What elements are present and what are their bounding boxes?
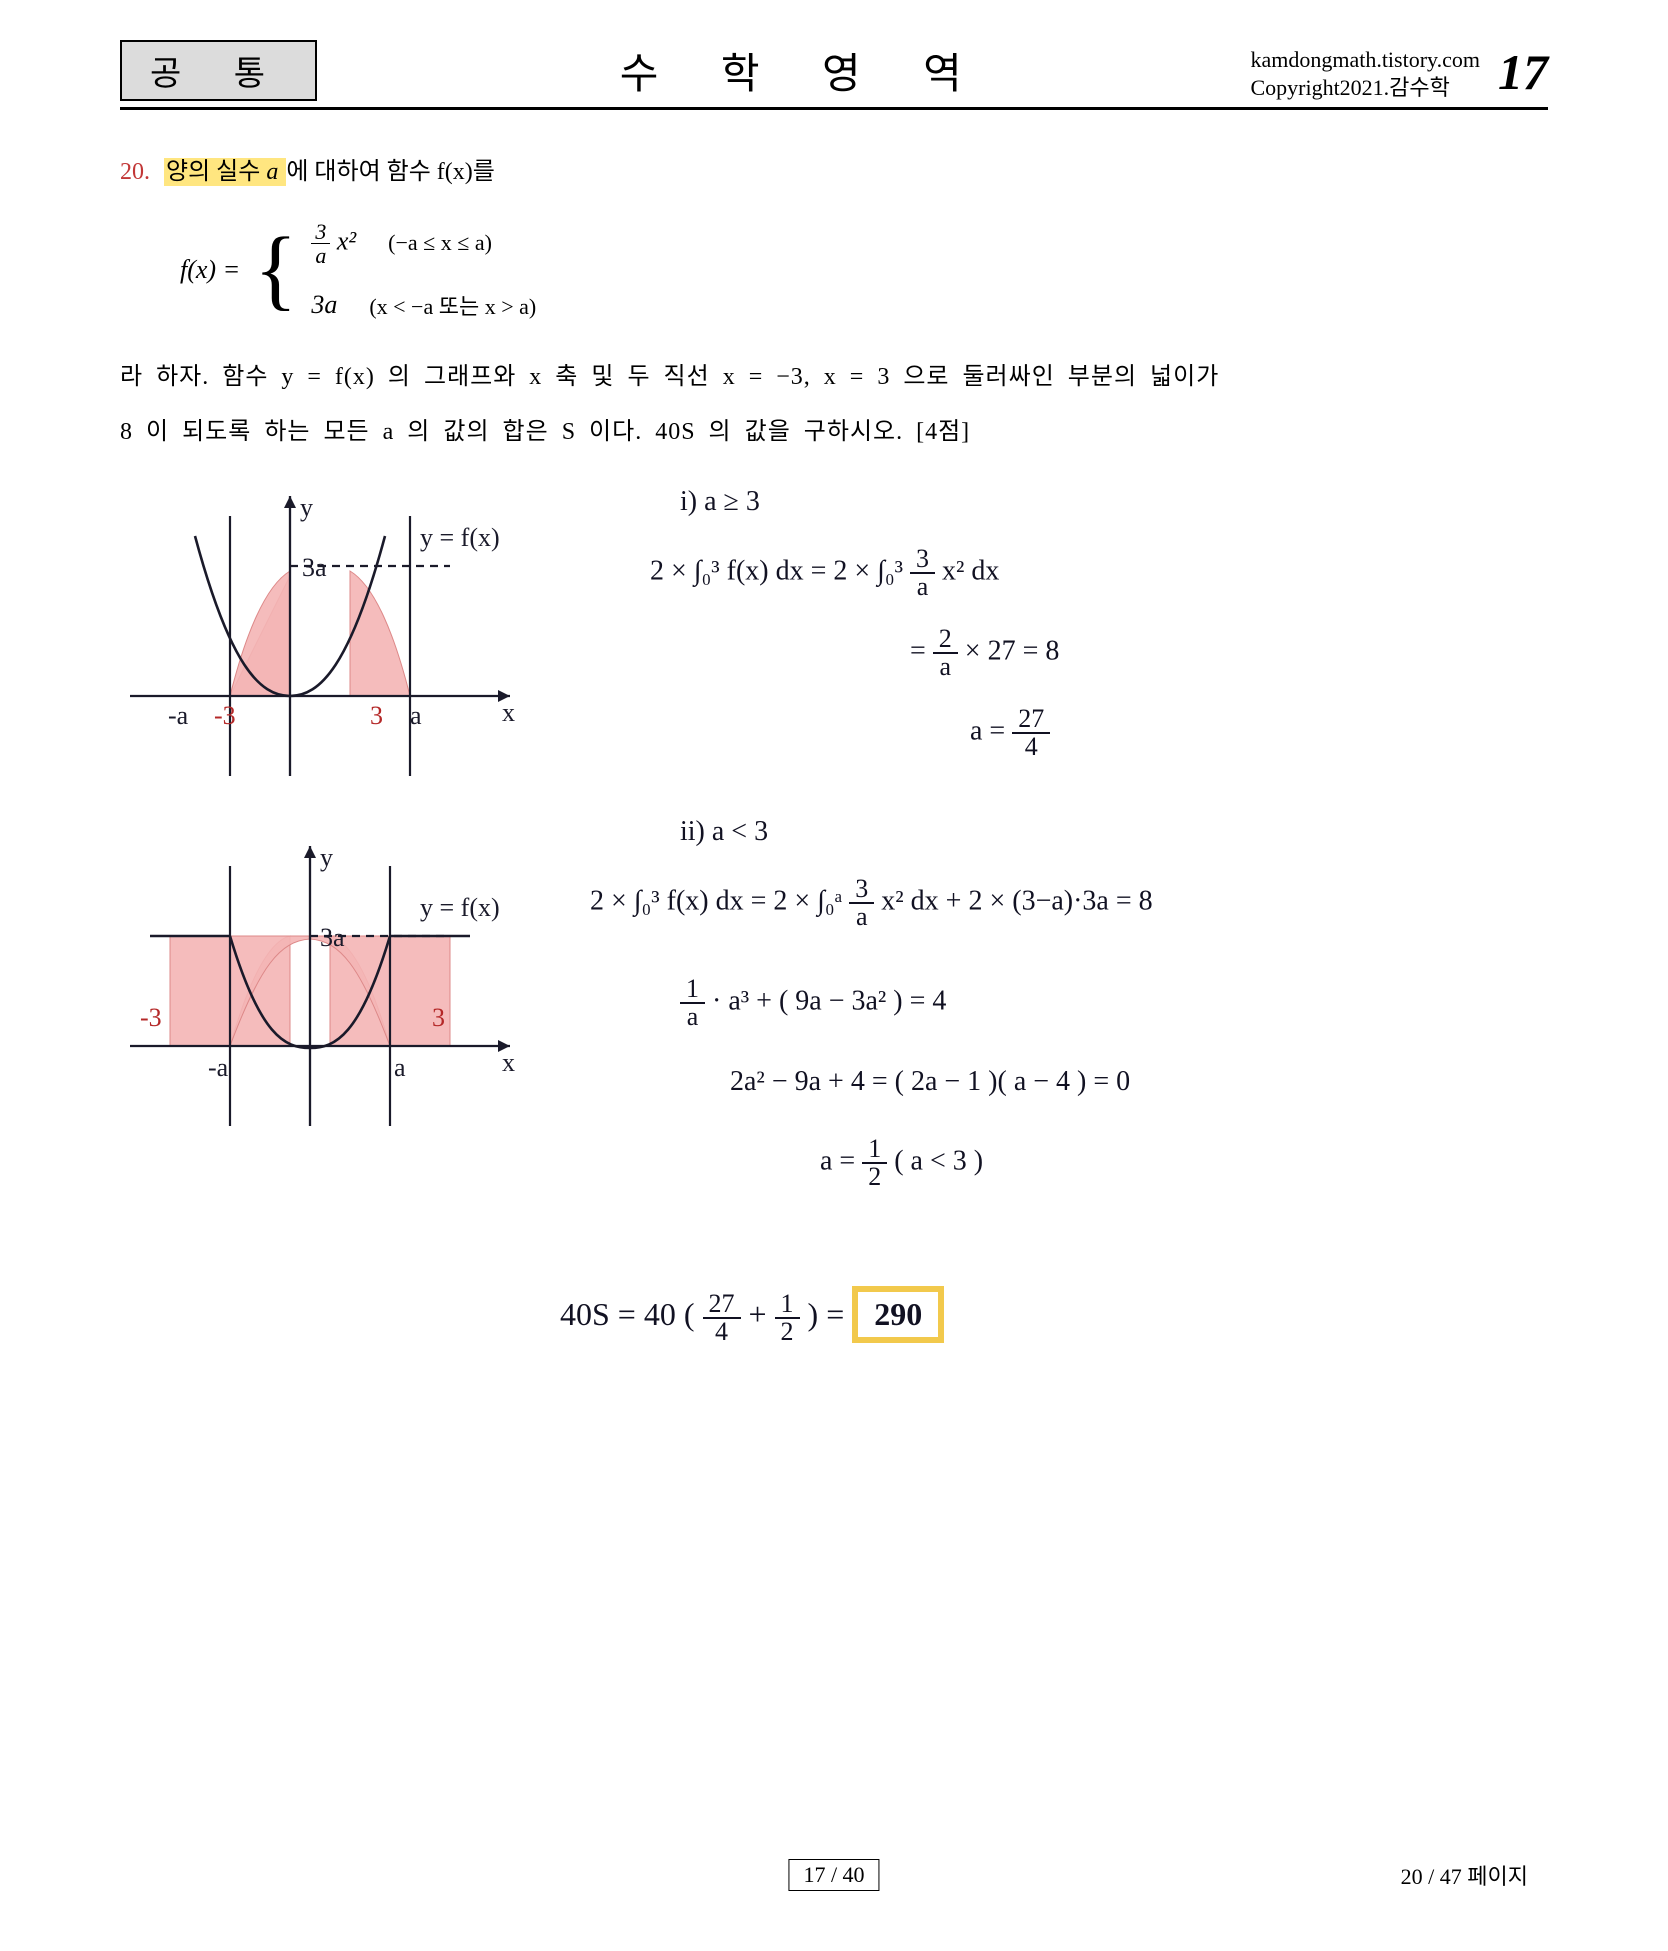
piece-1: 3 a x² (−a ≤ x ≤ a) [311, 220, 536, 267]
case2-line3: 2a² − 9a + 4 = ( 2a − 1 )( a − 4 ) = 0 [730, 1066, 1130, 1098]
problem-intro: 20. 양의 실수 a 에 대하여 함수 f(x)를 [120, 150, 1548, 196]
case1-line1: 2 × ∫₀³ f(x) dx = 2 × ∫₀³ 3a x² dx [650, 546, 999, 600]
g1-y-label: y [300, 493, 313, 522]
body-line-1: 라 하자. 함수 y = f(x) 의 그래프와 x 축 및 두 직선 x = … [120, 355, 1548, 401]
g1-3a: 3a [302, 553, 327, 582]
g2-pos-3: 3 [432, 1003, 445, 1032]
g2-x-label: x [502, 1048, 515, 1077]
exam-page: 공 통 수 학 영 역 kamdongmath.tistory.com Copy… [0, 0, 1668, 1951]
p1-frac-num: 3 [311, 220, 330, 244]
p1-cond: (−a ≤ x ≤ a) [388, 230, 492, 256]
g1-pos-3: 3 [370, 701, 383, 730]
footer-right-page: 20 / 47 페이지 [1401, 1859, 1528, 1891]
p1-suffix: x² [337, 226, 356, 255]
case1-line2: = 2a × 27 = 8 [910, 626, 1059, 680]
brace-icon: { [254, 234, 297, 306]
g1-fx-label: y = f(x) [420, 523, 500, 552]
case1-line3: a = 274 [970, 706, 1050, 760]
g2-y-label: y [320, 843, 333, 872]
g2-fx-label: y = f(x) [420, 893, 500, 922]
case2-line4: a = 12 ( a < 3 ) [820, 1136, 983, 1190]
work-area: y x y = f(x) 3a -a -3 3 a i) a ≥ 3 2 × ∫… [120, 466, 1548, 1666]
intro-pre: 양의 실수 [166, 159, 260, 185]
g2-neg-3: -3 [140, 1003, 162, 1032]
case1-title: i) a ≥ 3 [680, 486, 760, 518]
sketch-1: y x y = f(x) 3a -a -3 3 a [110, 476, 530, 786]
piecewise-definition: f(x) = { 3 a x² (−a ≤ x ≤ a) 3a (x < −a … [180, 220, 1548, 321]
g1-x-label: x [502, 698, 515, 727]
p2-cond: (x < −a 또는 x > a) [369, 289, 536, 321]
final-answer: 290 [852, 1286, 944, 1343]
g2-3a: 3a [320, 923, 345, 952]
g1-neg-a: -a [168, 701, 189, 730]
case2-line2: 1a · a³ + ( 9a − 3a² ) = 4 [680, 976, 946, 1030]
p1-frac-den: a [311, 244, 330, 267]
footer-center-page: 17 / 40 [788, 1859, 879, 1891]
body-line-2: 8 이 되도록 하는 모든 a 의 값의 합은 S 이다. 40S 의 값을 구… [120, 410, 1548, 456]
g1-pos-a: a [410, 701, 422, 730]
intro-a: a [266, 159, 278, 185]
g1-neg-3: -3 [214, 701, 236, 730]
p2-expr: 3a [311, 290, 337, 320]
header-page-number: 17 [1498, 43, 1548, 101]
header-subject-title: 수 학 영 역 [357, 40, 1250, 101]
sketch-2: y x y = f(x) 3a -3 -a 3 a [110, 826, 530, 1136]
header-url: kamdongmath.tistory.com [1250, 46, 1480, 74]
page-header: 공 통 수 학 영 역 kamdongmath.tistory.com Copy… [120, 40, 1548, 110]
case2-line1: 2 × ∫₀³ f(x) dx = 2 × ∫₀ᵃ 3a x² dx + 2 ×… [590, 876, 1153, 930]
g2-neg-a: -a [208, 1053, 229, 1082]
piece-2: 3a (x < −a 또는 x > a) [311, 289, 536, 321]
final-line: 40S = 40 ( 274 + 12 ) = 290 [560, 1286, 944, 1345]
f-lhs: f(x) = [180, 255, 240, 285]
header-right: kamdongmath.tistory.com Copyright2021.감수… [1250, 43, 1548, 101]
header-copyright: Copyright2021.감수학 [1250, 74, 1480, 102]
intro-post: 에 대하여 함수 f(x)를 [286, 159, 495, 185]
g2-pos-a: a [394, 1053, 406, 1082]
case2-title: ii) a < 3 [680, 816, 768, 848]
problem-number: 20. [120, 159, 150, 185]
header-common-badge: 공 통 [120, 40, 317, 101]
